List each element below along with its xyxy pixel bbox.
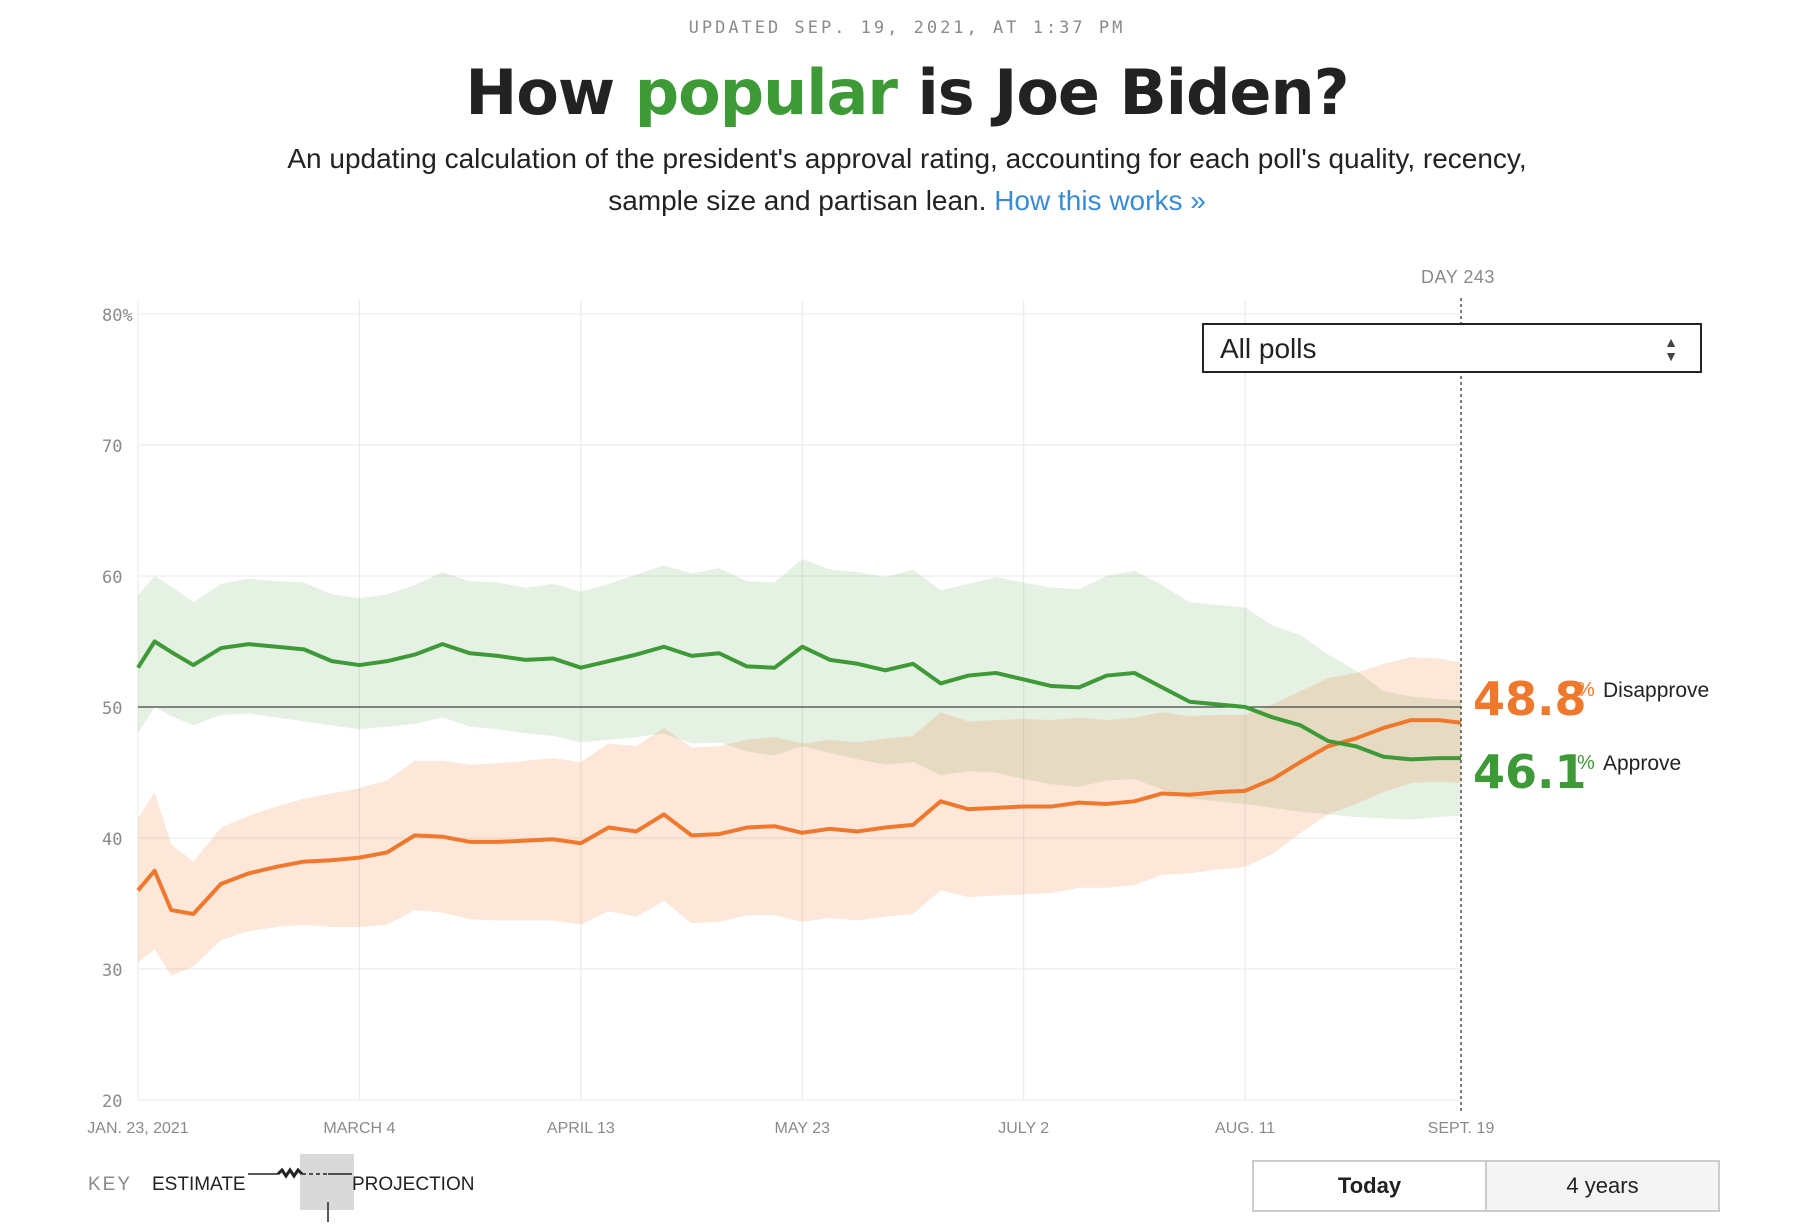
disapprove-value: 48.8: [1473, 672, 1587, 726]
y-tick-label: 20: [102, 1092, 122, 1112]
key-legend-icon: [248, 1154, 354, 1222]
y-tick-label: 80%: [102, 306, 133, 326]
updated-timestamp: UPDATED SEP. 19, 2021, AT 1:37 PM: [688, 18, 1126, 38]
title-post: is Joe Biden?: [896, 56, 1350, 129]
today-button[interactable]: Today: [1254, 1162, 1487, 1210]
x-tick-label: APRIL 13: [547, 1120, 615, 1137]
disapprove-line: [136, 718, 1462, 916]
page-title: How popular is Joe Biden?: [0, 56, 1814, 129]
how-this-works-link[interactable]: How this works »: [994, 185, 1206, 216]
disapprove-percent-sign: %: [1577, 679, 1595, 701]
subtitle: An updating calculation of the president…: [240, 138, 1574, 222]
approve-value: 46.1: [1473, 745, 1587, 799]
disapprove-confidence-band: [138, 657, 1461, 976]
disapprove-label: Disapprove: [1603, 679, 1709, 702]
key-projection: PROJECTION: [352, 1174, 475, 1195]
approve-line: [136, 639, 1461, 762]
timeframe-toggle: Today 4 years: [1252, 1160, 1720, 1212]
y-tick-label: 30: [102, 961, 122, 981]
approve-percent-sign: %: [1577, 752, 1595, 774]
four-years-button[interactable]: 4 years: [1487, 1162, 1718, 1210]
x-tick-label: JULY 2: [998, 1120, 1049, 1137]
x-tick-label: AUG. 11: [1215, 1120, 1275, 1137]
select-arrows-icon: ▲ ▼: [1664, 334, 1678, 364]
title-highlight: popular: [634, 56, 898, 129]
x-tick-label: MARCH 4: [323, 1120, 395, 1137]
key-label: KEY: [88, 1174, 133, 1195]
y-tick-label: 60: [102, 568, 122, 588]
title-pre: How: [465, 56, 635, 129]
day-label: DAY 243: [1421, 267, 1495, 287]
key-estimate: ESTIMATE: [152, 1174, 246, 1195]
y-tick-label: 50: [102, 699, 122, 719]
x-tick-label: MAY 23: [775, 1120, 831, 1137]
x-tick-label: SEPT. 19: [1428, 1120, 1495, 1137]
poll-filter-value: All polls: [1220, 333, 1317, 364]
y-tick-label: 70: [102, 437, 122, 457]
approve-confidence-band: [138, 558, 1461, 820]
subtitle-text: An updating calculation of the president…: [287, 143, 1527, 216]
x-tick-label: JAN. 23, 2021: [87, 1120, 189, 1137]
poll-filter-select[interactable]: All polls ▲ ▼: [1202, 323, 1702, 373]
y-tick-label: 40: [102, 830, 122, 850]
approve-label: Approve: [1603, 752, 1681, 775]
